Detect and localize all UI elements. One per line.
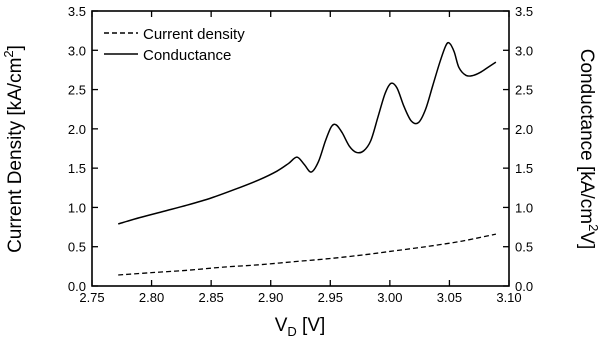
y-left-tick-label: 0.0 [68, 279, 86, 294]
x-tick-label: 3.00 [377, 290, 402, 305]
x-axis-title-main: V [275, 315, 288, 336]
series-line-conductance [117, 41, 497, 225]
y-axis-left-title-close: ] [5, 45, 26, 50]
x-tick-label: 2.95 [318, 290, 343, 305]
y-right-tick-label: 0.0 [515, 279, 533, 294]
y-axis-right-title-main: Conductance [kA/cm [576, 49, 597, 224]
y-left-tick-label: 3.5 [68, 4, 86, 19]
x-tick-label: 2.75 [79, 290, 104, 305]
plot-frame [91, 10, 510, 287]
y-axis-left-title: Current Density [kA/cm2] [1, 45, 26, 253]
y-right-tick-label: 0.5 [515, 240, 533, 255]
y-left-tick-label: 2.5 [68, 83, 86, 98]
x-tick-label: 3.05 [437, 290, 462, 305]
y-right-tick-label: 2.5 [515, 83, 533, 98]
legend-label-conductance: Conductance [143, 47, 231, 64]
y-left-tick-label: 2.0 [68, 122, 86, 137]
y-axis-right-title-tail: V] [576, 231, 597, 249]
x-tick-label: 2.80 [139, 290, 164, 305]
x-tick-label: 2.85 [198, 290, 223, 305]
x-axis-title-unit: [V] [297, 315, 326, 336]
y-left-tick-label: 0.5 [68, 240, 86, 255]
y-left-tick-label: 1.5 [68, 161, 86, 176]
legend-label-current-density: Current density [143, 26, 245, 43]
y-axis-right-title-superscript: 2 [586, 224, 601, 231]
x-tick-label: 2.90 [258, 290, 283, 305]
series-line-current-density [118, 233, 497, 276]
x-axis-title-subscript: D [287, 324, 296, 337]
y-left-tick-label: 3.0 [68, 43, 86, 58]
y-right-tick-label: 1.0 [515, 200, 533, 215]
x-tick-label: 3.10 [496, 290, 521, 305]
y-right-tick-label: 3.0 [515, 43, 533, 58]
x-axis-title: VD [V] [275, 315, 326, 337]
y-right-tick-label: 3.5 [515, 4, 533, 19]
legend: Current density Conductance [104, 26, 245, 64]
y-axis-left-title-superscript: 2 [1, 50, 16, 57]
y-right-tick-label: 2.0 [515, 122, 533, 137]
y-right-tick-label: 1.5 [515, 161, 533, 176]
y-axis-left-title-main: Current Density [kA/cm [5, 58, 26, 253]
y-axis-right-title: Conductance [kA/cm2V] [576, 49, 601, 250]
y-left-tick-label: 1.0 [68, 200, 86, 215]
